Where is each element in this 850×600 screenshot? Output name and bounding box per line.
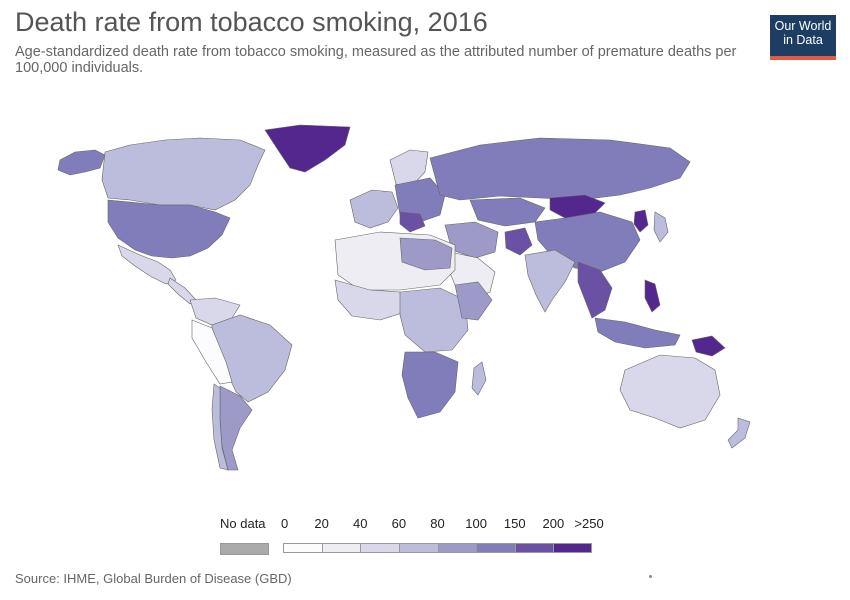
region-central-africa[interactable] <box>399 287 469 353</box>
region-greenland[interactable] <box>264 124 351 173</box>
legend-bin-1[interactable] <box>321 543 361 553</box>
region-korea-north[interactable] <box>633 209 649 233</box>
region-scandinavia[interactable] <box>389 149 429 189</box>
region-canada[interactable] <box>101 137 266 211</box>
region-madagascar[interactable] <box>471 361 487 396</box>
region-indonesia[interactable] <box>594 317 681 349</box>
legend-no-data-label: No data <box>220 516 266 531</box>
legend-tick-label: >250 <box>574 516 604 531</box>
region-peru-bolivia[interactable] <box>191 319 233 385</box>
region-philippines[interactable] <box>644 279 661 313</box>
legend-bin-2[interactable] <box>360 543 400 553</box>
color-legend: No data 0 20 40 60 80 100 150 200 >250 <box>0 510 850 560</box>
region-egypt-libya[interactable] <box>399 237 453 271</box>
region-usa[interactable] <box>107 199 231 259</box>
footer-dot <box>649 575 652 578</box>
region-west-africa[interactable] <box>334 279 406 321</box>
region-central-america[interactable] <box>167 277 197 305</box>
owid-logo[interactable]: Our World in Data <box>770 15 836 60</box>
legend-bin-6[interactable] <box>514 543 554 553</box>
region-russia[interactable] <box>429 137 691 201</box>
region-kazakhstan[interactable] <box>469 197 546 227</box>
logo-line-2: in Data <box>783 33 823 47</box>
legend-no-data-swatch <box>220 543 269 555</box>
source-note[interactable]: Source: IHME, Global Burden of Disease (… <box>15 571 292 586</box>
legend-bin-5[interactable] <box>476 543 516 553</box>
legend-tick-label: 60 <box>391 516 407 531</box>
region-australia[interactable] <box>619 354 721 429</box>
region-papua-new-guinea[interactable] <box>691 335 726 357</box>
logo-line-1: Our World <box>774 19 832 33</box>
chart-subtitle: Age-standardized death rate from tobacco… <box>15 44 737 76</box>
legend-tick-label: 100 <box>465 516 487 531</box>
region-alaska[interactable] <box>57 149 106 176</box>
legend-tick-label: 20 <box>314 516 329 531</box>
legend-bin-3[interactable] <box>398 543 438 553</box>
legend-tick-label: 200 <box>542 516 565 531</box>
region-balkans[interactable] <box>399 211 426 233</box>
legend-tick-label: 80 <box>430 516 445 531</box>
world-map[interactable] <box>0 110 850 510</box>
region-afghanistan[interactable] <box>504 227 533 256</box>
region-chile[interactable] <box>211 383 229 471</box>
region-india[interactable] <box>524 249 576 313</box>
region-southeast-asia[interactable] <box>577 261 613 319</box>
chart-title: Death rate from tobacco smoking, 2016 <box>15 7 488 37</box>
legend-bin-0[interactable] <box>283 543 323 553</box>
region-new-zealand[interactable] <box>727 417 751 449</box>
legend-bin-4[interactable] <box>437 543 477 553</box>
legend-bin-7[interactable] <box>553 543 592 553</box>
legend-tick-label: 40 <box>353 516 368 531</box>
region-europe-west[interactable] <box>349 189 399 229</box>
legend-tick-label: 0 <box>281 516 289 531</box>
legend-tick-label: 150 <box>503 516 526 531</box>
region-horn-of-africa[interactable] <box>454 281 493 321</box>
region-southern-africa[interactable] <box>401 351 459 419</box>
region-japan[interactable] <box>653 211 669 243</box>
